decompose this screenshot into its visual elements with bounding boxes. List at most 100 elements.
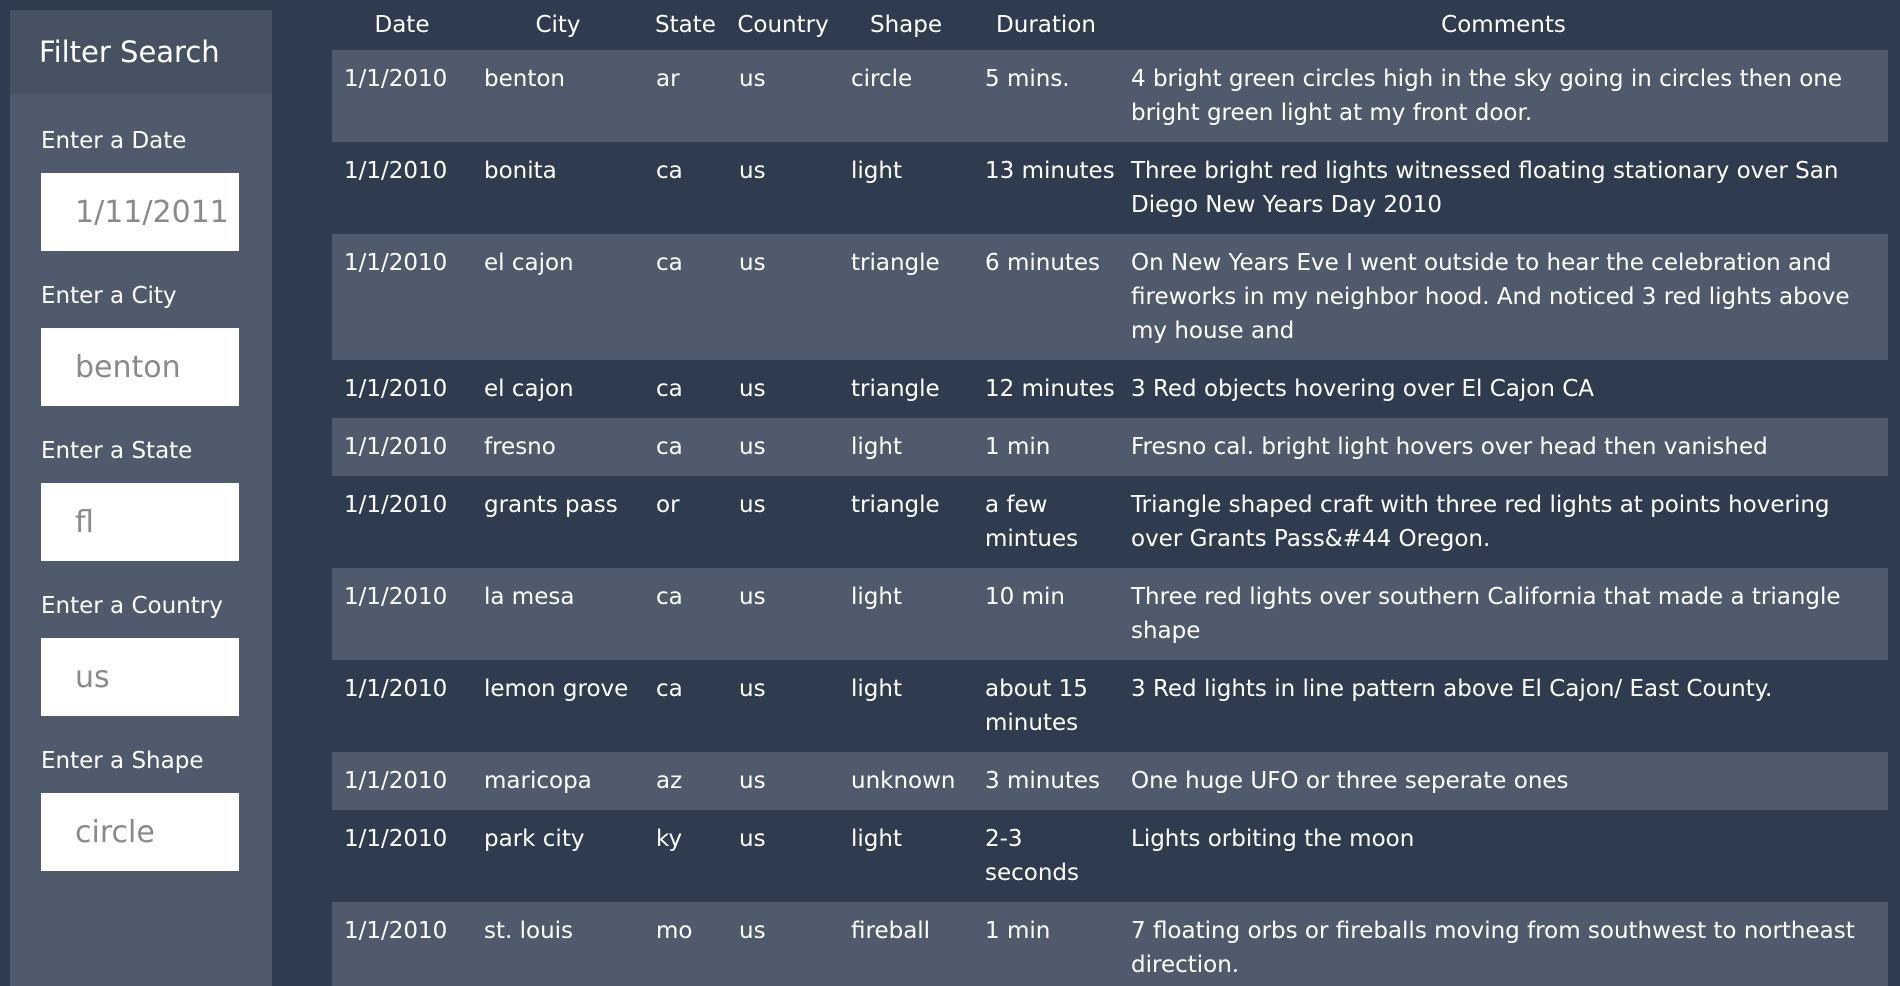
date-filter-label: Enter a Date <box>41 128 187 154</box>
cell-shape: triangle <box>851 376 940 402</box>
table-row: 1/1/2010 bonita ca us light 13 minutes T… <box>332 142 1888 234</box>
cell-duration: 13 minutes <box>985 158 1115 184</box>
cell-state: ar <box>656 66 680 92</box>
filter-sidebar: Filter Search Enter a Date Enter a City … <box>10 10 272 986</box>
cell-city: grants pass <box>484 492 618 518</box>
cell-shape: light <box>851 158 902 184</box>
cell-city: benton <box>484 66 565 92</box>
cell-shape: unknown <box>851 768 956 794</box>
country-filter-group: Enter a Country <box>10 591 272 716</box>
cell-shape: light <box>851 826 902 852</box>
table-row: 1/1/2010 el cajon ca us triangle 12 minu… <box>332 360 1888 418</box>
table-body: 1/1/2010 benton ar us circle 5 mins. 4 b… <box>332 50 1888 986</box>
cell-city: bonita <box>484 158 557 184</box>
cell-comments: Three bright red lights witnessed floati… <box>1131 158 1839 218</box>
cell-date: 1/1/2010 <box>344 676 448 702</box>
sightings-table: Date City State Country Shape Duration C… <box>332 0 1888 986</box>
table-row: 1/1/2010 maricopa az us unknown 3 minute… <box>332 752 1888 810</box>
cell-city: la mesa <box>484 584 575 610</box>
cell-date: 1/1/2010 <box>344 66 448 92</box>
cell-date: 1/1/2010 <box>344 376 448 402</box>
cell-duration: 12 minutes <box>985 376 1115 402</box>
cell-country: us <box>739 376 766 402</box>
country-filter-label: Enter a Country <box>41 593 223 619</box>
cell-comments: 3 Red lights in line pattern above El Ca… <box>1131 676 1773 702</box>
cell-date: 1/1/2010 <box>344 158 448 184</box>
header-duration: Duration <box>996 12 1096 38</box>
sightings-table-area: Date City State Country Shape Duration C… <box>332 0 1888 986</box>
city-filter-group: Enter a City <box>10 281 272 406</box>
header-comments: Comments <box>1441 12 1566 38</box>
table-row: 1/1/2010 la mesa ca us light 10 min Thre… <box>332 568 1888 660</box>
cell-comments: 7 floating orbs or fireballs moving from… <box>1131 918 1855 978</box>
cell-comments: One huge UFO or three seperate ones <box>1131 768 1569 794</box>
table-row: 1/1/2010 st. louis mo us fireball 1 min … <box>332 902 1888 986</box>
cell-date: 1/1/2010 <box>344 826 448 852</box>
cell-state: ky <box>656 826 683 852</box>
cell-duration: 3 minutes <box>985 768 1101 794</box>
cell-state: ca <box>656 250 683 276</box>
cell-duration: about 15 minutes <box>985 676 1088 736</box>
shape-filter-input[interactable] <box>41 793 239 871</box>
header-country: Country <box>737 12 829 38</box>
cell-country: us <box>739 250 766 276</box>
cell-shape: triangle <box>851 250 940 276</box>
cell-date: 1/1/2010 <box>344 250 448 276</box>
state-filter-group: Enter a State <box>10 436 272 561</box>
cell-comments: Triangle shaped craft with three red lig… <box>1131 492 1830 552</box>
city-filter-label: Enter a City <box>41 283 177 309</box>
state-filter-input[interactable] <box>41 483 239 561</box>
sidebar-title: Filter Search <box>10 10 272 94</box>
cell-duration: 2-3 seconds <box>985 826 1080 886</box>
cell-city: maricopa <box>484 768 592 794</box>
cell-duration: 1 min <box>985 918 1051 944</box>
cell-country: us <box>739 434 766 460</box>
shape-filter-group: Enter a Shape <box>10 746 272 871</box>
header-state: State <box>655 12 716 38</box>
table-row: 1/1/2010 el cajon ca us triangle 6 minut… <box>332 234 1888 360</box>
cell-country: us <box>739 492 766 518</box>
cell-duration: 6 minutes <box>985 250 1101 276</box>
cell-date: 1/1/2010 <box>344 768 448 794</box>
header-date: Date <box>374 12 430 38</box>
cell-state: ca <box>656 376 683 402</box>
cell-country: us <box>739 768 766 794</box>
cell-duration: 10 min <box>985 584 1065 610</box>
cell-shape: light <box>851 676 902 702</box>
shape-filter-label: Enter a Shape <box>41 748 204 774</box>
cell-state: or <box>656 492 680 518</box>
cell-date: 1/1/2010 <box>344 584 448 610</box>
cell-comments: 4 bright green circles high in the sky g… <box>1131 66 1843 126</box>
cell-state: ca <box>656 584 683 610</box>
header-shape: Shape <box>869 12 943 38</box>
state-filter-label: Enter a State <box>41 438 193 464</box>
cell-state: ca <box>656 676 683 702</box>
header-row: Date City State Country Shape Duration C… <box>332 0 1888 50</box>
cell-date: 1/1/2010 <box>344 434 448 460</box>
cell-duration: 5 mins. <box>985 66 1070 92</box>
cell-date: 1/1/2010 <box>344 918 448 944</box>
country-filter-input[interactable] <box>41 638 239 716</box>
cell-country: us <box>739 918 766 944</box>
cell-city: el cajon <box>484 376 574 402</box>
cell-city: st. louis <box>484 918 574 944</box>
cell-country: us <box>739 584 766 610</box>
table-row: 1/1/2010 park city ky us light 2-3 secon… <box>332 810 1888 902</box>
table-row: 1/1/2010 grants pass or us triangle a fe… <box>332 476 1888 568</box>
cell-country: us <box>739 158 766 184</box>
cell-shape: fireball <box>851 918 931 944</box>
cell-city: el cajon <box>484 250 574 276</box>
date-filter-group: Enter a Date <box>10 126 272 251</box>
table-header: Date City State Country Shape Duration C… <box>332 0 1888 50</box>
cell-shape: light <box>851 584 902 610</box>
date-filter-input[interactable] <box>41 173 239 251</box>
cell-comments: Three red lights over southern Californi… <box>1131 584 1841 644</box>
cell-state: ca <box>656 434 683 460</box>
cell-date: 1/1/2010 <box>344 492 448 518</box>
city-filter-input[interactable] <box>41 328 239 406</box>
cell-city: lemon grove <box>484 676 629 702</box>
header-city: City <box>535 12 581 38</box>
cell-comments: Lights orbiting the moon <box>1131 826 1415 852</box>
table-row: 1/1/2010 benton ar us circle 5 mins. 4 b… <box>332 50 1888 142</box>
